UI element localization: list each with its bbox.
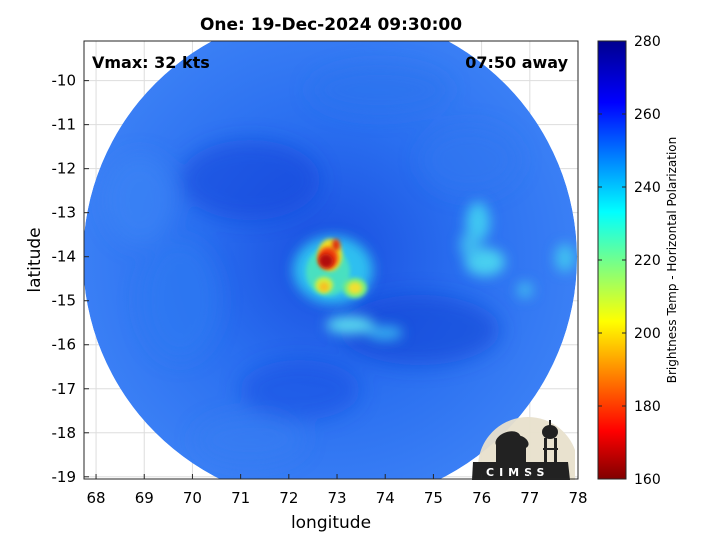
convective-core [293,236,373,304]
microwave-swath [84,41,577,479]
colorbar-label: Brightness Temp - Horizontal Polarizatio… [665,137,679,384]
plot-frame [83,40,579,480]
water-tower-icon [542,420,558,462]
y-axis-label: latitude [25,227,45,292]
x-tick-label: 68 [87,489,106,507]
time-away-label: 07:50 away [465,53,568,72]
colorbar-tick-label: 200 [634,326,661,342]
logo-text: CIMSS [486,466,549,479]
vmax-label: Vmax: 32 kts [92,53,210,72]
y-tick-label: -14 [52,248,77,266]
colorbar-tick-label: 220 [634,253,661,269]
colorbar-tick-label: 280 [634,34,661,50]
plot-area: Vmax: 32 kts 07:50 away CIMSS 68 69 70 71 72… [52,40,588,507]
y-tick-label: -10 [52,72,77,90]
y-axis: -10 -11 -12 -13 -14 -15 -16 -17 -18 -19 [52,72,89,486]
x-tick-label: 73 [327,489,346,507]
colorbar-tick-label: 260 [634,107,661,123]
colorbar-tick-label: 180 [634,399,661,415]
colorbar-gradient [597,40,627,480]
plot-title: One: 19-Dec-2024 09:30:00 [200,15,462,35]
y-tick-label: -18 [52,424,77,442]
cimss-logo: CIMSS [472,417,575,480]
colorbar: 280 260 240 220 200 180 160 Brightness Temp - … [597,34,679,488]
x-tick-label: 69 [135,489,154,507]
y-tick-label: -13 [52,204,77,222]
x-tick-label: 71 [231,489,250,507]
rain-bands [326,202,575,340]
x-tick-label: 77 [520,489,539,507]
satellite-dish-icon [495,431,529,462]
y-tick-label: -12 [52,160,77,178]
colorbar-tick-label: 240 [634,180,661,196]
x-tick-label: 72 [279,489,298,507]
y-tick-label: -15 [52,292,77,310]
x-tick-label: 74 [376,489,395,507]
x-tick-label: 78 [568,489,587,507]
colorbar-tick-label: 160 [634,472,661,488]
y-tick-label: -11 [52,116,77,134]
y-tick-label: -17 [52,380,77,398]
y-tick-label: -16 [52,336,77,354]
x-axis: 68 69 70 71 72 73 74 75 76 77 78 [87,474,588,507]
colorbar-ticks: 280 260 240 220 200 180 160 [598,34,661,488]
x-axis-label: longitude [291,513,371,533]
x-tick-label: 70 [183,489,202,507]
x-tick-label: 75 [424,489,443,507]
y-tick-label: -19 [52,468,77,486]
swath-texture [105,65,520,465]
x-tick-label: 76 [472,489,491,507]
